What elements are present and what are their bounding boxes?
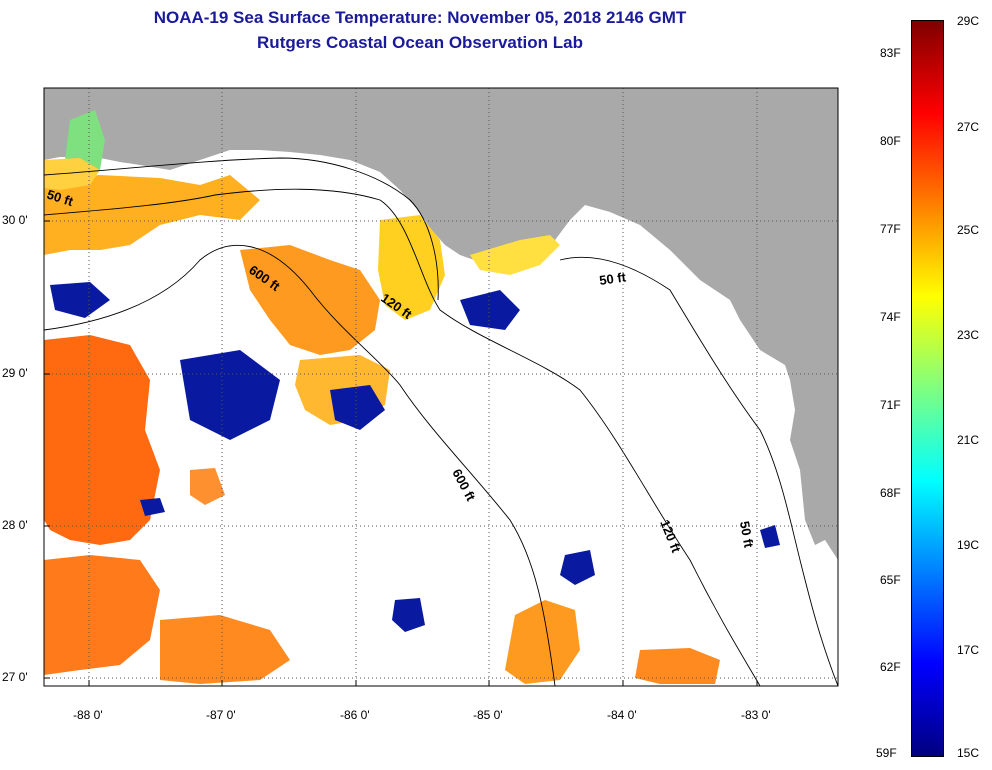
axis-ticks	[44, 220, 758, 686]
colorbar-c-label: 27C	[957, 120, 980, 134]
colorbar-c-label: 19C	[957, 538, 980, 552]
lon-label: -87 0'	[206, 708, 236, 722]
colorbar-f-label: 80F	[880, 134, 901, 148]
colorbar-c-label: 25C	[957, 223, 980, 237]
colorbar-f-label: 74F	[880, 310, 901, 324]
depth-contours	[44, 157, 838, 686]
lon-label: -88 0'	[73, 708, 103, 722]
lon-label: -86 0'	[340, 708, 370, 722]
lat-label: 27 0'	[2, 670, 28, 684]
colorbar-f-label: 83F	[880, 46, 901, 60]
colorbar-f-label: 77F	[880, 222, 901, 236]
colorbar-f-label: 65F	[880, 573, 901, 587]
colorbar-c-label: 17C	[957, 643, 980, 657]
temperature-colorbar	[911, 20, 944, 757]
lat-label: 29 0'	[2, 366, 28, 380]
title-line-2: Rutgers Coastal Ocean Observation Lab	[257, 33, 583, 52]
colorbar-f-label: 71F	[880, 398, 901, 412]
sst-cold-speckles	[50, 282, 780, 632]
colorbar-c-label: 21C	[957, 433, 980, 447]
graticule	[44, 88, 838, 686]
contour-label: 50 ft	[737, 520, 757, 550]
colorbar-f-label: 59F	[876, 746, 897, 760]
contour-label: 50 ft	[598, 269, 627, 288]
lon-label: -85 0'	[473, 708, 503, 722]
map-border	[43, 87, 839, 687]
title-line-1: NOAA-19 Sea Surface Temperature: Novembe…	[153, 8, 687, 27]
colorbar-c-label: 23C	[957, 328, 980, 342]
lat-label: 28 0'	[2, 518, 28, 532]
colorbar-c-label: 29C	[957, 14, 980, 28]
land-mass	[44, 88, 838, 560]
lon-label: -84 0'	[607, 708, 637, 722]
colorbar-c-label: 15C	[957, 746, 980, 760]
colorbar-f-label: 68F	[880, 486, 901, 500]
lat-label: 30 0'	[2, 213, 28, 227]
colorbar-f-label: 62F	[880, 660, 901, 674]
lon-label: -83 0'	[741, 708, 771, 722]
